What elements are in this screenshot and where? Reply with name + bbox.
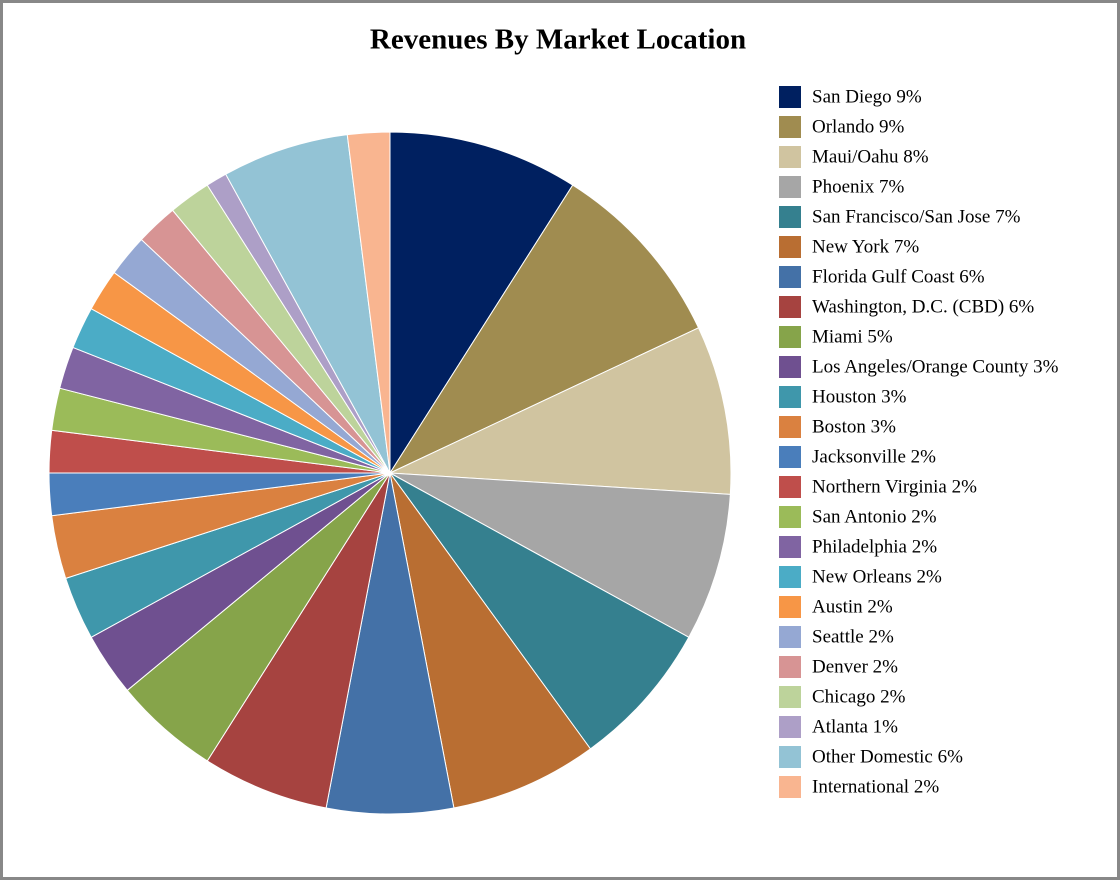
- legend-label: Austin 2%: [812, 596, 893, 617]
- legend-swatch: [779, 326, 801, 348]
- legend-label: Atlanta 1%: [812, 716, 898, 737]
- legend-label: Jacksonville 2%: [812, 446, 936, 467]
- legend-label: San Antonio 2%: [812, 506, 937, 527]
- legend-label: San Francisco/San Jose 7%: [812, 206, 1021, 227]
- legend-swatch: [779, 116, 801, 138]
- legend-label: International 2%: [812, 776, 939, 797]
- legend-swatch: [779, 476, 801, 498]
- legend-label: San Diego 9%: [812, 86, 922, 107]
- legend-label: Florida Gulf Coast 6%: [812, 266, 985, 287]
- pie-slice: [389, 327, 732, 495]
- legend-swatch: [779, 266, 801, 288]
- legend-swatch: [779, 416, 801, 438]
- legend-label: Los Angeles/Orange County 3%: [812, 356, 1059, 377]
- legend-label: Other Domestic 6%: [812, 746, 963, 767]
- pie-slice: [206, 472, 391, 809]
- pie-slice: [389, 472, 592, 809]
- legend: San Diego 9% Orlando 9% Maui/Oahu 8% Phoeni…: [779, 86, 1059, 798]
- pie-slice: [389, 472, 731, 638]
- legend-swatch: [779, 566, 801, 588]
- pie-slice: [389, 131, 574, 475]
- pie-slice: [346, 131, 391, 474]
- legend-swatch: [779, 716, 801, 738]
- legend-swatch: [779, 236, 801, 258]
- legend-swatch: [779, 776, 801, 798]
- legend-label: Chicago 2%: [812, 686, 906, 707]
- pie-slice: [325, 472, 455, 815]
- legend-swatch: [779, 206, 801, 228]
- pie-slice: [388, 184, 700, 475]
- legend-swatch: [779, 746, 801, 768]
- pie: [48, 131, 732, 815]
- legend-swatch: [779, 656, 801, 678]
- legend-swatch: [779, 356, 801, 378]
- legend-label: Phoenix 7%: [812, 176, 905, 197]
- legend-swatch: [779, 176, 801, 198]
- legend-label: Seattle 2%: [812, 626, 894, 647]
- legend-label: Denver 2%: [812, 656, 898, 677]
- pie-slice: [225, 134, 391, 474]
- legend-label: Washington, D.C. (CBD) 6%: [812, 296, 1034, 317]
- legend-label: Houston 3%: [812, 386, 907, 407]
- legend-swatch: [779, 626, 801, 648]
- pie-slice: [389, 472, 690, 750]
- legend-label: Maui/Oahu 8%: [812, 146, 929, 167]
- legend-swatch: [779, 386, 801, 408]
- legend-label: New Orleans 2%: [812, 566, 942, 587]
- legend-swatch: [779, 536, 801, 558]
- legend-label: Orlando 9%: [812, 116, 905, 137]
- legend-swatch: [779, 686, 801, 708]
- legend-label: Miami 5%: [812, 326, 893, 347]
- legend-label: Boston 3%: [812, 416, 896, 437]
- legend-swatch: [779, 446, 801, 468]
- legend-swatch: [779, 596, 801, 618]
- chart-title: Revenues By Market Location: [370, 24, 746, 56]
- legend-label: New York 7%: [812, 236, 919, 257]
- legend-swatch: [779, 506, 801, 528]
- legend-swatch: [779, 86, 801, 108]
- legend-label: Philadelphia 2%: [812, 536, 937, 557]
- legend-swatch: [779, 146, 801, 168]
- legend-label: Northern Virginia 2%: [812, 476, 977, 497]
- legend-swatch: [779, 296, 801, 318]
